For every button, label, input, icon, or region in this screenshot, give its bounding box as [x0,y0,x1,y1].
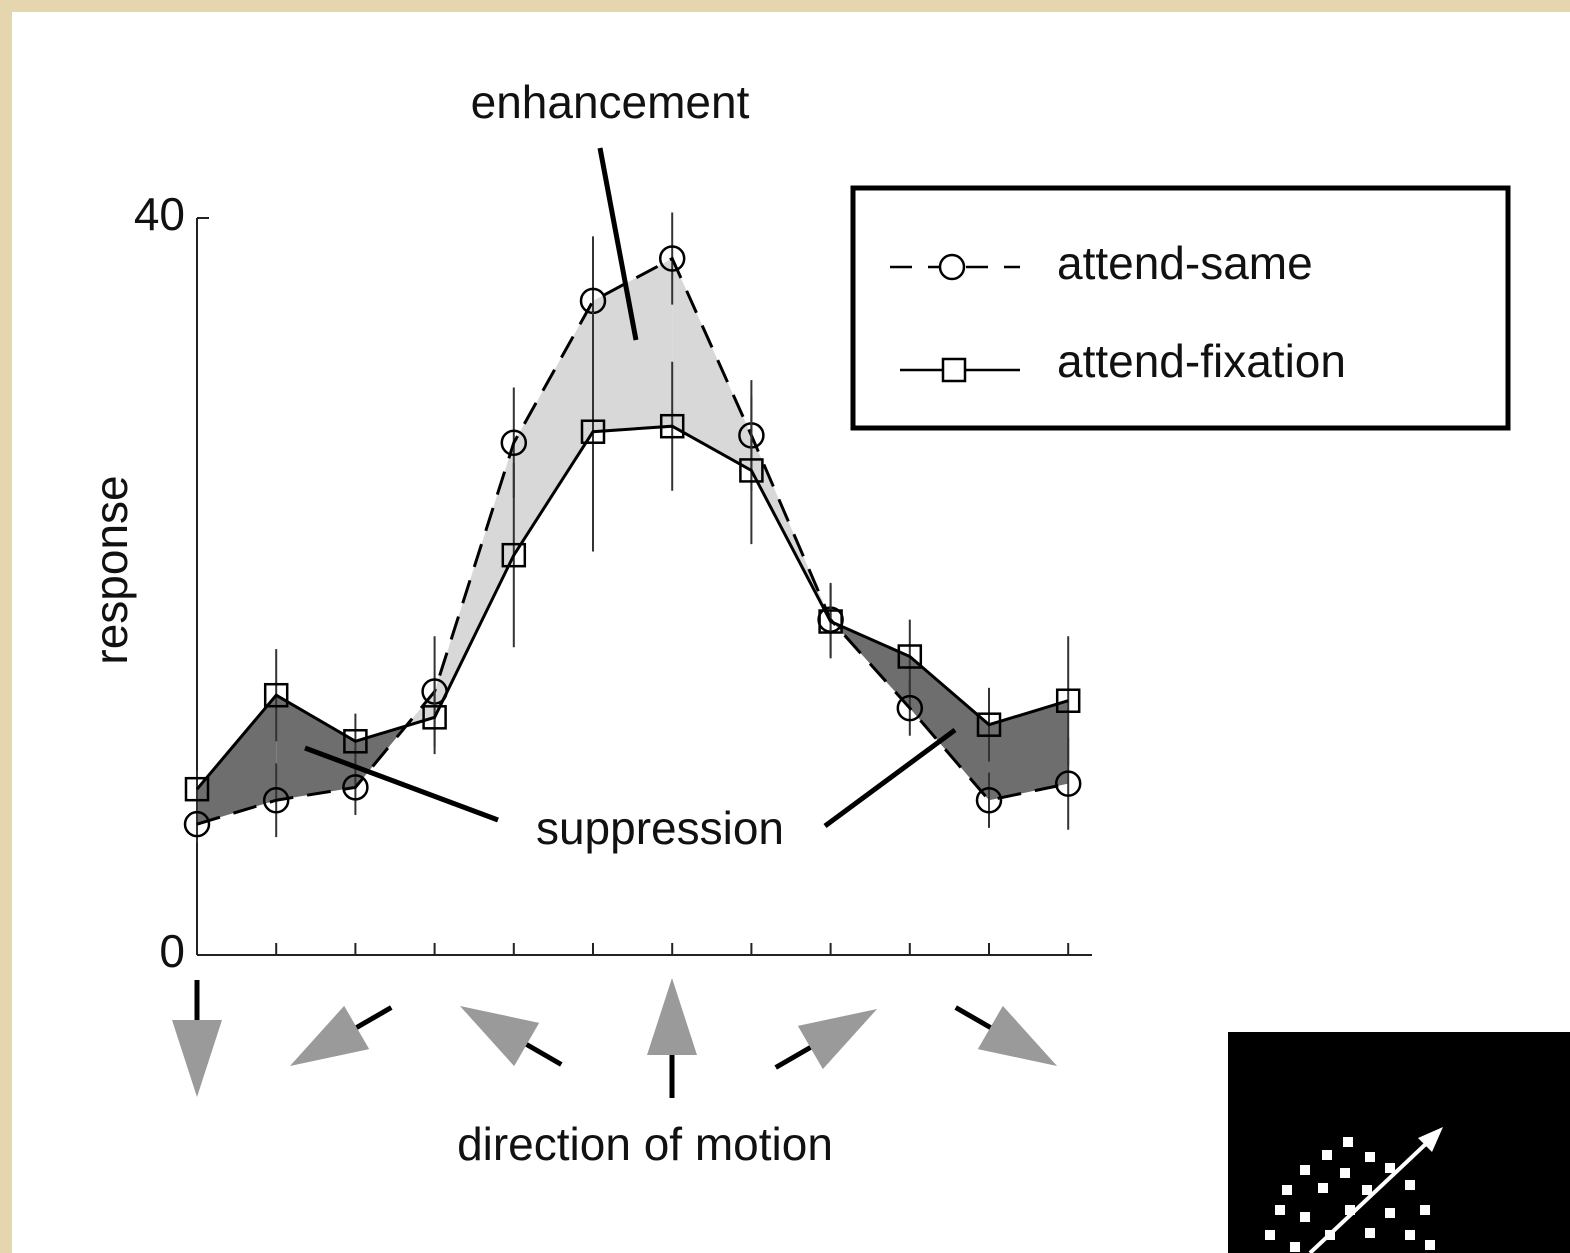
annotation: suppression [536,802,784,854]
marker [263,682,289,708]
direction-arrow [647,978,697,1098]
marker [580,419,606,444]
marker [343,729,368,754]
difference-area [197,695,277,825]
annotation: enhancement [471,76,750,128]
marker [975,786,1003,814]
marker [501,542,527,568]
marker [658,245,686,272]
legend-box [850,185,1511,431]
marker [342,774,369,801]
difference-area [672,258,752,471]
legend: attend-same attend-fixation [850,185,1511,431]
difference-area [989,700,1069,801]
marker [1054,770,1082,797]
y-axis-label: response [85,475,137,664]
marker [818,609,843,634]
marker [183,810,211,838]
marker [422,705,447,730]
direction-arrow [954,1005,1058,1066]
annotation-pointer [597,147,639,341]
y-tick-label: 40 [134,188,185,240]
inset-background [1228,1032,1570,1253]
y-tick-label: 0 [159,925,185,977]
marker [500,429,528,457]
legend-marker [941,357,967,383]
inset-arrow [1308,1138,1432,1253]
difference-area [434,442,514,718]
marker [184,776,210,802]
difference-area [593,258,673,432]
difference-area [513,300,593,556]
marker [739,458,764,483]
annotation-pointer [823,727,957,829]
direction-arrow [459,1006,563,1067]
series-line [195,424,1069,791]
legend-label: attend-same [1057,237,1313,289]
direction-icons [172,978,1058,1098]
marker [1055,688,1081,713]
marker [659,413,685,439]
x-axis-label: direction of motion [457,1118,833,1170]
direction-arrow [774,1009,878,1070]
difference-area [909,656,989,801]
inset-arrowhead [1418,1127,1443,1152]
series-line [196,256,1069,826]
difference-area [276,695,356,801]
legend-marker [938,253,966,281]
annotation-pointer [304,745,499,823]
marker [976,712,1002,737]
stimulus-inset [1228,1032,1570,1253]
legend-label: attend-fixation [1057,335,1346,387]
marker [896,694,924,722]
direction-arrow [289,1005,393,1066]
marker [262,786,290,814]
direction-arrow [172,980,222,1097]
marker [897,644,923,669]
